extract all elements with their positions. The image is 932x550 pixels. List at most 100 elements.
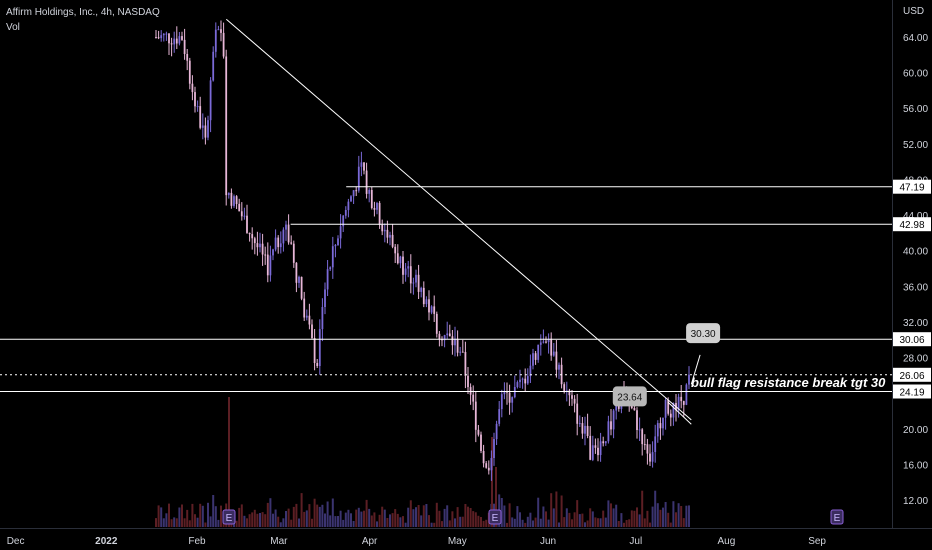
volume-bar xyxy=(641,490,644,527)
trendline[interactable] xyxy=(225,18,692,421)
candle-body xyxy=(194,92,196,107)
candle-body xyxy=(300,276,303,299)
volume-bar xyxy=(474,512,477,527)
level-price-tag xyxy=(893,179,931,194)
candle-body xyxy=(636,410,638,430)
candle-body xyxy=(656,423,659,437)
candle-body xyxy=(461,351,464,353)
candle-body xyxy=(433,306,436,314)
chart-annotation[interactable]: bull flag resistance break tgt 30 xyxy=(691,375,886,390)
volume-bar xyxy=(571,519,573,527)
volume-bar xyxy=(194,514,196,527)
volume-bar xyxy=(550,493,553,527)
volume-bar xyxy=(545,511,547,527)
time-axis[interactable]: Dec 2022 Feb Mar Apr May Jun Jul Aug Sep xyxy=(7,536,827,547)
candle-body xyxy=(472,394,475,402)
volume-bar xyxy=(342,519,345,527)
volume-bar xyxy=(266,502,269,527)
candle-body xyxy=(651,452,654,462)
earnings-badge-label: E xyxy=(226,513,233,524)
candle-body xyxy=(425,299,428,305)
candle-body xyxy=(498,409,501,424)
candle-body xyxy=(524,378,527,384)
candle-body xyxy=(264,254,267,256)
volume-bar xyxy=(482,520,485,527)
level-price-tag xyxy=(893,332,931,347)
projection-line[interactable] xyxy=(690,354,701,385)
candle-body xyxy=(170,43,173,45)
volume-bar xyxy=(578,514,581,527)
volume-bar xyxy=(656,503,659,527)
volume-bar xyxy=(248,514,251,527)
trendline[interactable] xyxy=(667,401,692,425)
volume-bar xyxy=(503,505,506,527)
volume-bar xyxy=(513,518,516,527)
level-price-tag xyxy=(893,367,931,382)
volume-bar xyxy=(651,506,654,527)
candle-body xyxy=(204,125,207,138)
volume-layer xyxy=(155,397,690,527)
candle-body xyxy=(251,234,254,239)
volume-bar xyxy=(352,521,355,527)
volume-bar xyxy=(360,511,363,527)
volume-bar xyxy=(591,511,594,527)
candle-body xyxy=(235,196,238,204)
volume-bar xyxy=(435,502,438,527)
candle-body xyxy=(597,447,599,456)
candle-body xyxy=(350,196,352,202)
candle-body xyxy=(339,226,342,239)
volume-bar xyxy=(623,522,625,527)
volume-bar xyxy=(259,513,261,527)
candle-body xyxy=(212,51,215,81)
volume-bar xyxy=(279,522,282,527)
volume-bar xyxy=(170,519,173,527)
earnings-badge[interactable] xyxy=(830,509,844,525)
candle-body xyxy=(238,203,241,212)
drawing-layer[interactable] xyxy=(0,18,892,425)
candle-body xyxy=(386,229,389,238)
candle-body xyxy=(222,32,225,57)
candle-body xyxy=(162,33,165,36)
volume-bar xyxy=(326,501,329,527)
volume-bar xyxy=(292,506,295,527)
candle-body xyxy=(394,246,397,254)
candle-body xyxy=(467,375,469,388)
earnings-badge[interactable] xyxy=(488,509,502,525)
level-price-label: 30.06 xyxy=(899,335,924,346)
candle-body xyxy=(277,237,280,248)
volume-bar xyxy=(654,490,657,527)
volume-bar xyxy=(688,505,690,527)
volume-bar xyxy=(402,516,404,527)
candle-body xyxy=(274,237,277,250)
volume-bar xyxy=(539,518,542,527)
candle-body xyxy=(500,394,503,410)
candle-body xyxy=(376,203,378,210)
candle-body xyxy=(313,338,316,363)
volume-bar xyxy=(212,495,215,527)
candle-body xyxy=(534,353,537,360)
candle-body xyxy=(318,329,321,366)
candle-body xyxy=(594,445,597,448)
candle-body xyxy=(643,444,646,446)
volume-bar xyxy=(555,491,558,527)
candle-body xyxy=(389,234,391,238)
time-tick-label: Sep xyxy=(808,536,826,547)
candle-body xyxy=(378,203,381,225)
volume-bar xyxy=(376,521,378,527)
level-price-label: 42.98 xyxy=(899,220,924,231)
volume-bar xyxy=(443,508,446,527)
volume-bar xyxy=(659,509,662,527)
volume-bar xyxy=(597,518,599,527)
candle-body xyxy=(682,401,685,405)
earnings-badge[interactable] xyxy=(222,509,236,525)
volume-bar xyxy=(461,516,464,527)
volume-bar xyxy=(526,516,529,527)
candle-body xyxy=(217,29,220,31)
volume-bar xyxy=(389,514,391,527)
candle-body xyxy=(641,429,644,445)
candle-body xyxy=(269,255,272,276)
volume-bar xyxy=(228,397,230,527)
volume-bar xyxy=(383,509,386,527)
